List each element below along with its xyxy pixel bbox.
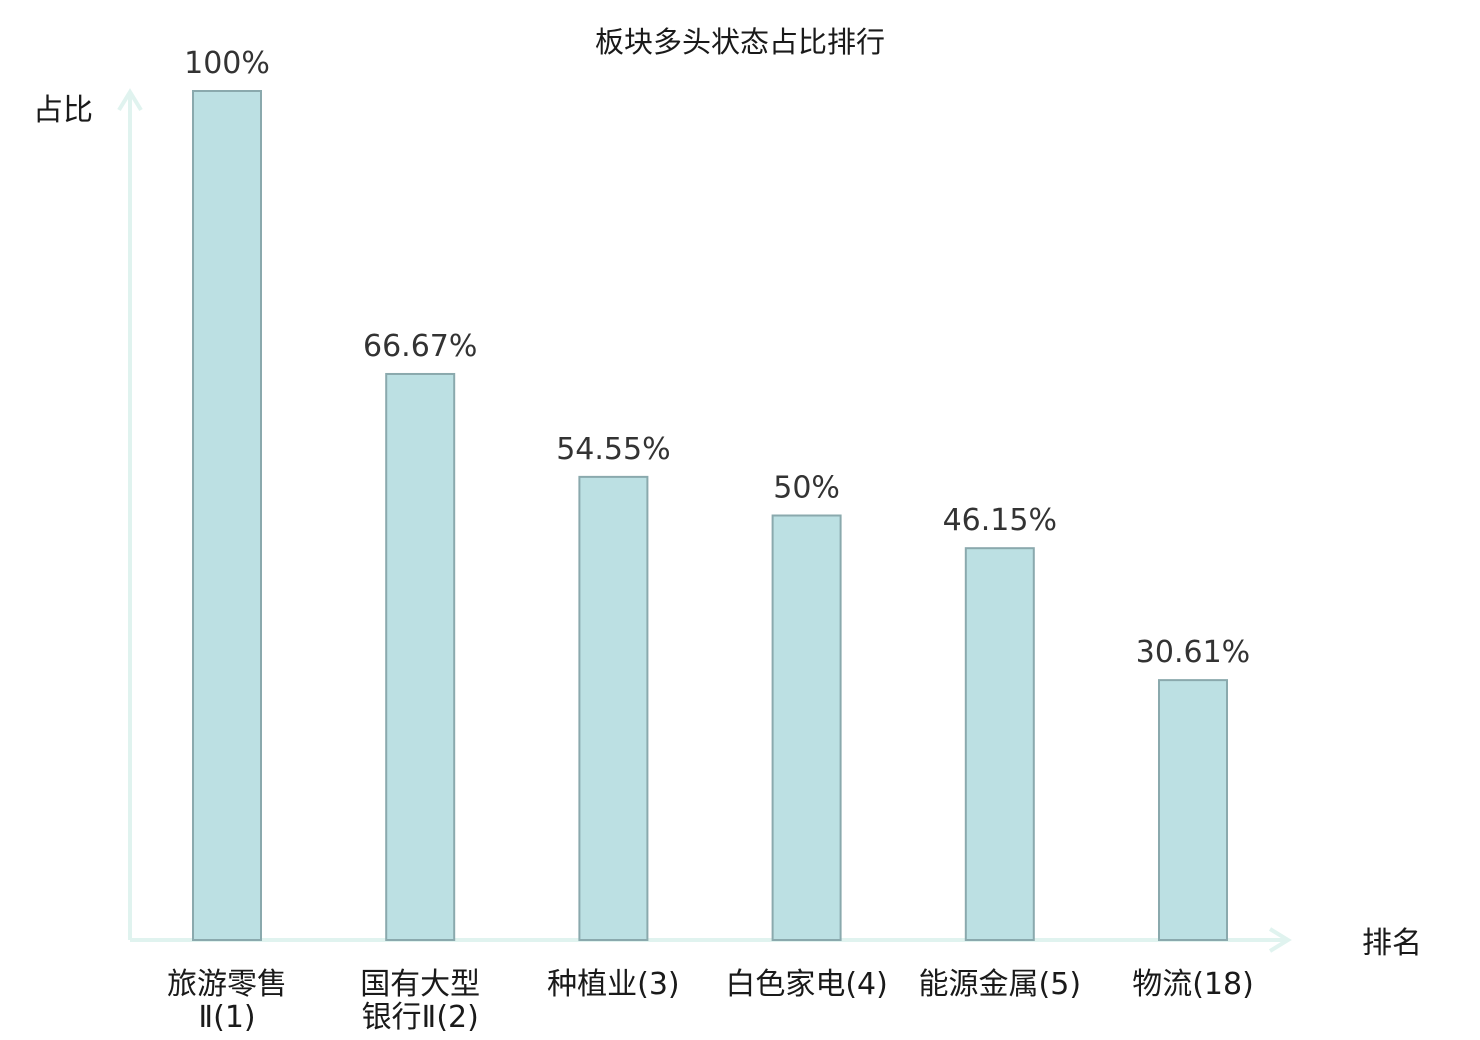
y-axis-arrow (117, 88, 143, 112)
category-label: 能源金属(5) (919, 967, 1082, 1002)
category-label: 物流(18) (1132, 967, 1254, 1002)
x-axis-arrow (1268, 927, 1292, 953)
bar (964, 547, 1035, 942)
category-label: 种植业(3) (547, 967, 680, 1002)
bar (385, 372, 456, 942)
bar-value-label: 54.55% (556, 432, 670, 467)
category-label-line: 白色家电(4) (725, 967, 888, 1002)
bar (1158, 679, 1228, 941)
category-label-line: 银行Ⅱ(2) (362, 1000, 479, 1035)
category-label: 国有大型银行Ⅱ(2) (360, 967, 480, 1035)
bar-value-label: 50% (773, 471, 840, 506)
category-label: 旅游零售 Ⅱ(1) (167, 967, 287, 1035)
value-labels-group: 100% 66.67% 54.55% 50% 46.15% 30.61% (184, 46, 1250, 670)
category-label-line: 国有大型 (360, 967, 480, 1002)
chart-title: 板块多头状态占比排行 (595, 25, 885, 59)
category-label-line: Ⅱ(1) (198, 1000, 255, 1035)
category-labels-group: 旅游零售 Ⅱ(1) 国有大型银行Ⅱ(2) 种植业(3) 白色家电(4) 能源金属(5) 物流… (167, 967, 1254, 1035)
bar-value-label: 100% (184, 46, 270, 81)
bar-value-label: 46.15% (943, 503, 1057, 538)
bar (771, 514, 842, 941)
axes (117, 88, 1292, 953)
x-axis-label: 排名 (1362, 926, 1422, 961)
category-label-line: 旅游零售 (167, 967, 287, 1002)
category-label: 白色家电(4) (725, 967, 888, 1002)
bars-group (192, 90, 1228, 942)
bar-value-label: 30.61% (1136, 635, 1250, 670)
category-label-line: 种植业(3) (547, 967, 680, 1002)
category-label-line: 能源金属(5) (919, 967, 1082, 1002)
y-axis-label: 占比 (33, 93, 93, 128)
bar-value-label: 66.67% (363, 329, 477, 364)
category-label-line: 物流(18) (1132, 967, 1254, 1002)
bar (578, 475, 649, 941)
bar (192, 90, 262, 941)
